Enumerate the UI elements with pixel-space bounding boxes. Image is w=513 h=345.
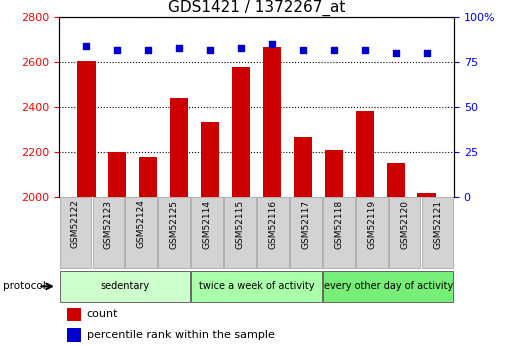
FancyBboxPatch shape [126,197,157,268]
Bar [356,111,374,197]
Text: GSM52121: GSM52121 [433,199,442,248]
Point [268,41,276,47]
FancyBboxPatch shape [224,197,256,268]
Bar [386,163,405,197]
Text: GSM52118: GSM52118 [334,199,343,249]
Point [392,50,400,56]
Bar [263,47,281,197]
FancyBboxPatch shape [60,271,190,302]
Text: GSM52120: GSM52120 [400,199,409,248]
FancyBboxPatch shape [389,197,421,268]
Point [82,43,90,49]
FancyBboxPatch shape [92,197,124,268]
Text: GSM52114: GSM52114 [203,199,212,248]
Point [113,47,121,52]
Bar [201,121,220,197]
Bar [139,157,157,197]
Text: GSM52124: GSM52124 [137,199,146,248]
FancyBboxPatch shape [191,197,223,268]
FancyBboxPatch shape [257,197,289,268]
FancyBboxPatch shape [422,197,453,268]
Text: twice a week of activity: twice a week of activity [199,282,314,291]
Bar [77,60,95,197]
Text: GSM52123: GSM52123 [104,199,113,248]
Text: GSM52119: GSM52119 [367,199,376,249]
FancyBboxPatch shape [356,197,387,268]
Text: GSM52122: GSM52122 [71,199,80,248]
Text: sedentary: sedentary [100,282,149,291]
Text: GSM52125: GSM52125 [170,199,179,248]
Text: percentile rank within the sample: percentile rank within the sample [87,330,274,340]
FancyBboxPatch shape [323,197,354,268]
Bar [293,137,312,197]
Bar [108,152,127,197]
FancyBboxPatch shape [290,197,322,268]
Bar [325,150,343,197]
Point [144,47,152,52]
Title: GDS1421 / 1372267_at: GDS1421 / 1372267_at [168,0,345,16]
Bar [170,98,188,197]
Bar [67,328,81,342]
Text: protocol: protocol [3,282,45,291]
Point [330,47,338,52]
Point [299,47,307,52]
Text: GSM52116: GSM52116 [268,199,278,249]
Text: count: count [87,309,118,319]
Text: GSM52115: GSM52115 [235,199,245,249]
FancyBboxPatch shape [323,271,453,302]
Point [237,45,245,50]
Bar [232,67,250,197]
FancyBboxPatch shape [159,197,190,268]
FancyBboxPatch shape [60,197,91,268]
Point [206,47,214,52]
Point [175,45,183,50]
FancyBboxPatch shape [191,271,322,302]
Bar [418,193,436,197]
Point [361,47,369,52]
Bar [67,308,81,321]
Text: every other day of activity: every other day of activity [324,282,453,291]
Text: GSM52117: GSM52117 [301,199,310,249]
Point [423,50,431,56]
